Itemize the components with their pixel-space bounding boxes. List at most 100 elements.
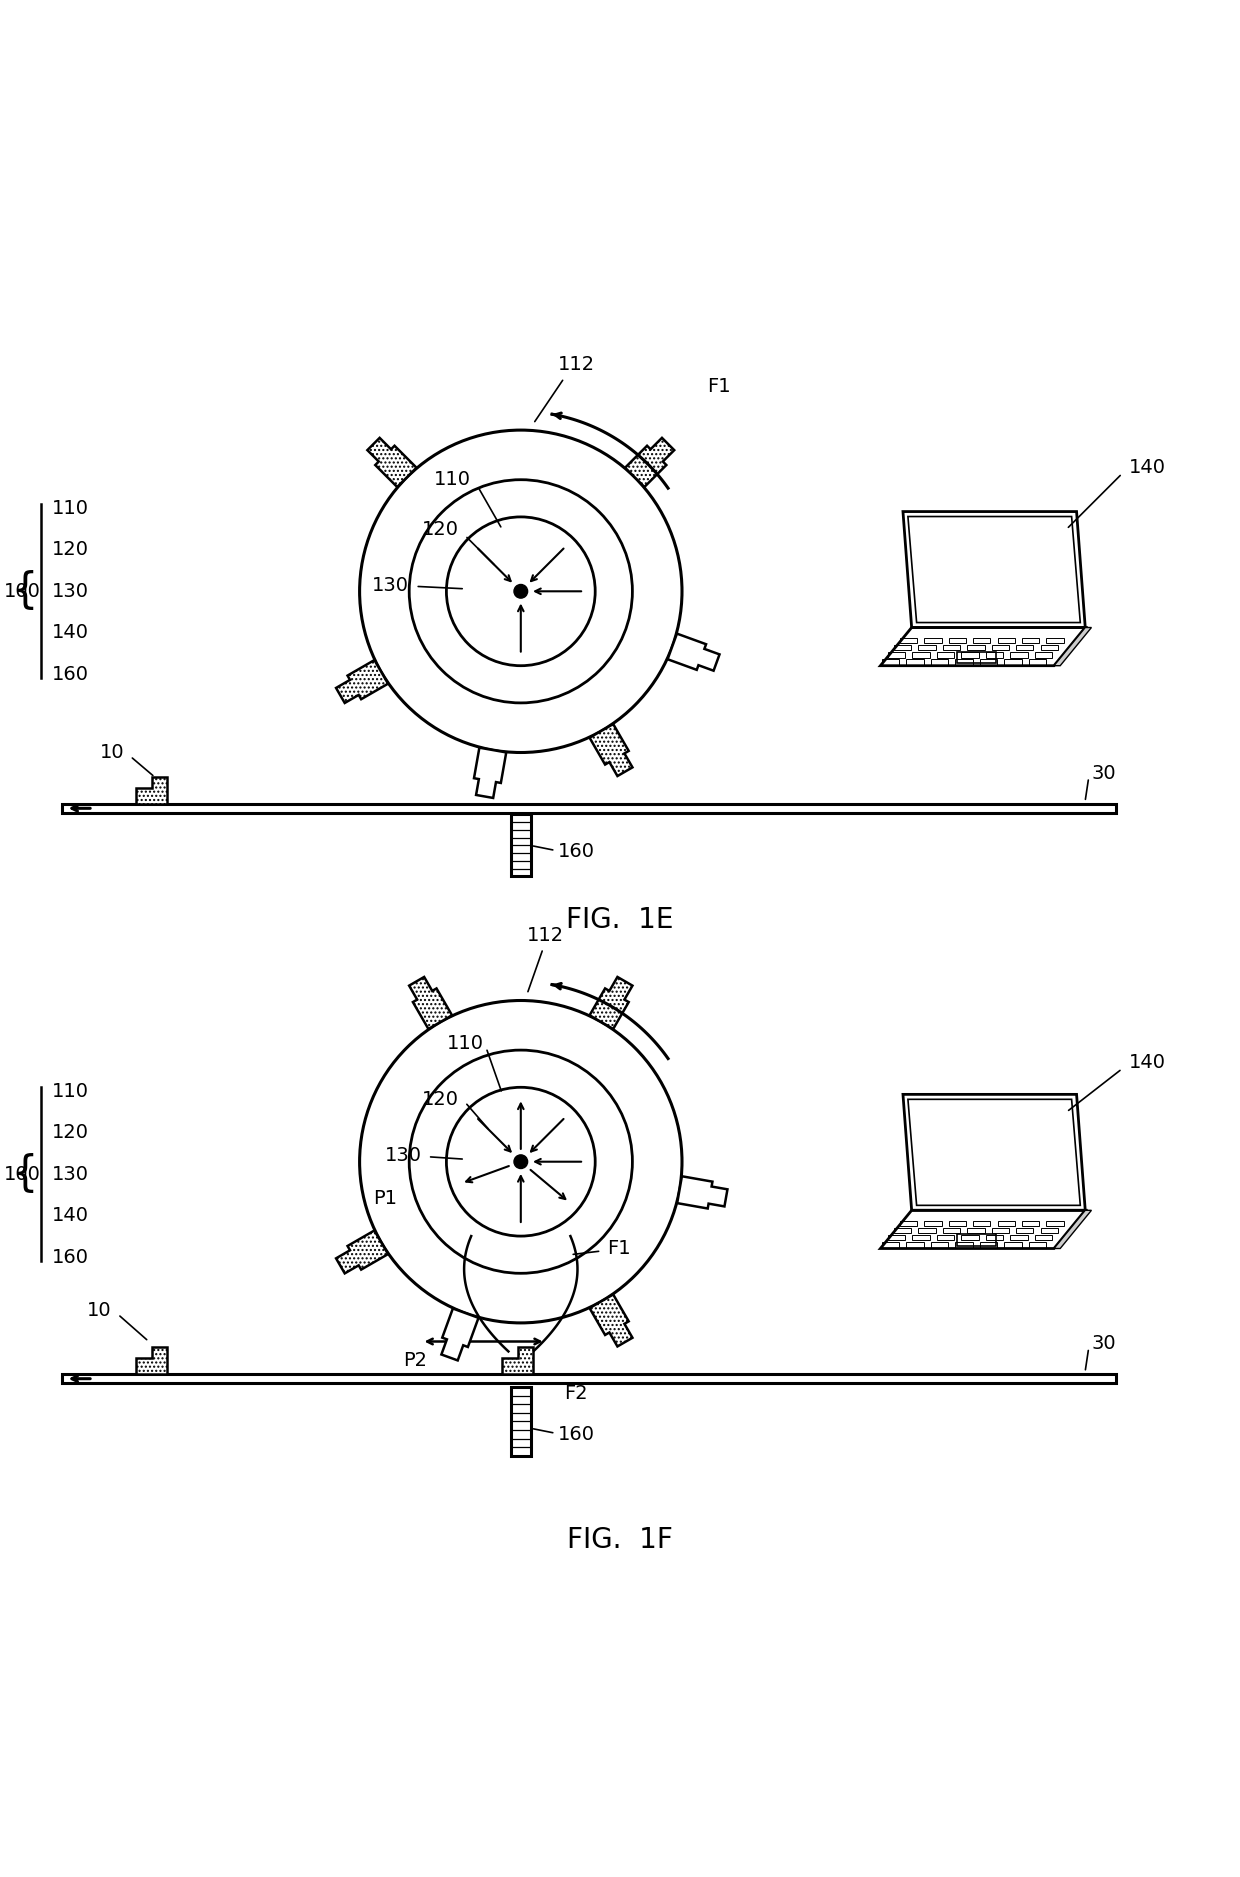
Text: FIG.  1F: FIG. 1F (567, 1526, 673, 1554)
Bar (955, 659, 972, 664)
Bar (980, 1243, 997, 1248)
Text: 110: 110 (52, 1081, 89, 1100)
Bar (894, 1228, 911, 1233)
Bar (1029, 659, 1047, 664)
Bar (949, 1220, 966, 1226)
Text: 112: 112 (558, 355, 595, 374)
Bar (1004, 659, 1022, 664)
Polygon shape (1054, 1211, 1091, 1248)
Bar (967, 1228, 985, 1233)
Polygon shape (409, 976, 453, 1029)
Bar (1011, 1235, 1028, 1241)
Text: 10: 10 (87, 1301, 112, 1320)
Bar (924, 638, 941, 644)
Bar (986, 1235, 1003, 1241)
Polygon shape (625, 437, 675, 486)
Text: {: { (12, 1152, 38, 1196)
Bar (1040, 1228, 1058, 1233)
Polygon shape (441, 1308, 479, 1361)
Polygon shape (667, 634, 719, 670)
Bar (961, 1235, 978, 1241)
Bar (882, 1243, 899, 1248)
Bar (894, 646, 911, 649)
Bar (924, 1220, 941, 1226)
Bar (973, 638, 991, 644)
Polygon shape (677, 1177, 728, 1209)
Bar (900, 1220, 918, 1226)
Text: 140: 140 (1128, 1053, 1166, 1072)
Bar (997, 1220, 1014, 1226)
Text: 160: 160 (52, 664, 89, 683)
Bar (1047, 638, 1064, 644)
Bar (936, 651, 954, 657)
Bar (1047, 1220, 1064, 1226)
Bar (931, 659, 949, 664)
Text: 100: 100 (4, 1164, 41, 1184)
Bar (1016, 646, 1033, 649)
Polygon shape (1054, 627, 1091, 666)
Bar (992, 646, 1009, 649)
Bar (1029, 1243, 1047, 1248)
Bar (919, 1228, 936, 1233)
Text: F2: F2 (564, 1383, 588, 1404)
Bar (973, 1220, 991, 1226)
Text: 160: 160 (52, 1248, 89, 1267)
Text: 110: 110 (52, 499, 89, 518)
Text: 160: 160 (558, 843, 595, 862)
Bar (957, 1235, 996, 1246)
Text: 130: 130 (52, 1164, 89, 1184)
Bar (906, 1243, 924, 1248)
Bar (997, 638, 1014, 644)
Text: 120: 120 (422, 1091, 459, 1109)
Text: 130: 130 (372, 576, 409, 595)
Text: 140: 140 (52, 623, 89, 642)
Polygon shape (336, 661, 388, 704)
Text: 160: 160 (558, 1425, 595, 1443)
Text: P1: P1 (373, 1190, 397, 1209)
Polygon shape (367, 437, 417, 486)
Bar (1011, 651, 1028, 657)
Text: 130: 130 (52, 582, 89, 601)
Bar (1034, 1235, 1052, 1241)
Bar (936, 1235, 954, 1241)
Text: P2: P2 (403, 1351, 428, 1370)
Bar (1004, 1243, 1022, 1248)
Text: FIG.  1E: FIG. 1E (567, 907, 673, 935)
Text: 120: 120 (52, 1122, 89, 1141)
Bar (955, 1243, 972, 1248)
Text: 30: 30 (1091, 764, 1116, 783)
Text: 120: 120 (422, 520, 459, 539)
Polygon shape (589, 976, 632, 1029)
Bar (957, 651, 996, 663)
Text: 120: 120 (52, 541, 89, 559)
Bar (882, 659, 899, 664)
Text: 110: 110 (434, 471, 471, 490)
Polygon shape (502, 1348, 533, 1374)
Bar (511, 1387, 531, 1455)
Text: 110: 110 (446, 1034, 484, 1053)
Text: 140: 140 (1128, 458, 1166, 477)
Bar (961, 651, 978, 657)
Bar (949, 638, 966, 644)
Bar (1040, 646, 1058, 649)
Text: {: { (12, 571, 38, 612)
Bar (986, 651, 1003, 657)
Bar (913, 1235, 930, 1241)
Text: 30: 30 (1091, 1335, 1116, 1353)
Polygon shape (474, 747, 506, 798)
Bar (1022, 638, 1039, 644)
Bar (913, 651, 930, 657)
Bar (888, 1235, 905, 1241)
Text: 112: 112 (527, 925, 564, 944)
Bar (992, 1228, 1009, 1233)
Polygon shape (136, 777, 167, 803)
Polygon shape (589, 725, 632, 775)
Bar (1016, 1228, 1033, 1233)
Bar (62, 803, 1116, 813)
Text: 140: 140 (52, 1207, 89, 1226)
Bar (1022, 1220, 1039, 1226)
Bar (906, 659, 924, 664)
Bar (919, 646, 936, 649)
Bar (900, 638, 918, 644)
Circle shape (515, 1154, 528, 1169)
